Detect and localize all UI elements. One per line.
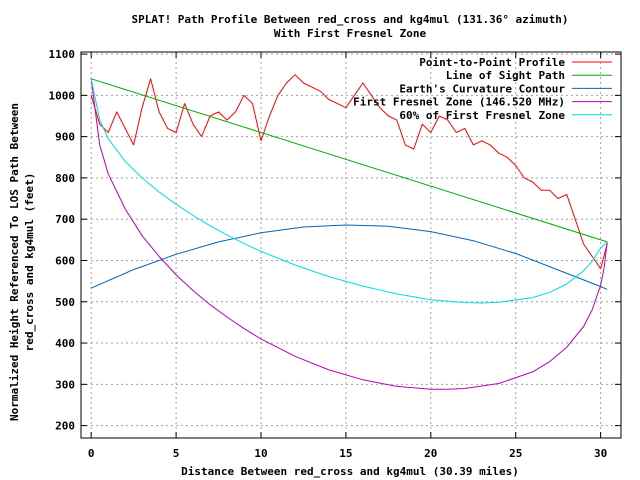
chart-subtitle: With First Fresnel Zone xyxy=(274,27,427,40)
series-layer xyxy=(90,74,608,390)
x-axis-label: Distance Between red_cross and kg4mul (3… xyxy=(181,465,519,478)
plot-border xyxy=(80,51,622,439)
y-tick-label: 700 xyxy=(55,213,75,226)
grid xyxy=(81,52,621,438)
x-tick-label: 30 xyxy=(594,447,607,460)
chart-title: SPLAT! Path Profile Between red_cross an… xyxy=(131,13,568,26)
y-tick-label: 800 xyxy=(55,172,75,185)
x-tick-label: 25 xyxy=(509,447,522,460)
y-tick-label: 900 xyxy=(55,131,75,144)
tick-labels: 0 5 10 15 20 25 30 200 300 400 500 600 700 800 900 1000… xyxy=(49,48,608,460)
legend-label-point-to-point-profile: Point-to-Point Profile xyxy=(419,56,565,69)
y-tick-label: 600 xyxy=(55,254,75,267)
legend-label-line-of-sight-path: Line of Sight Path xyxy=(446,69,565,82)
y-tick-label: 1100 xyxy=(49,48,76,61)
y-tick-label: 400 xyxy=(55,337,75,350)
series-line-earth-s-curvature-contour xyxy=(91,224,608,290)
series-line-60-of-first-fresnel-zone xyxy=(90,78,608,304)
legend-label-60-of-first-fresnel-zone: 60% of First Fresnel Zone xyxy=(399,109,565,122)
legend-label-earth-s-curvature-contour: Earth's Curvature Contour xyxy=(399,82,565,95)
series-line-line-of-sight-path xyxy=(91,78,608,243)
y-tick-label: 1000 xyxy=(49,89,76,102)
series-line-point-to-point-profile xyxy=(90,74,608,270)
legend-label-first-fresnel-zone-146-520-mhz: First Fresnel Zone (146.520 MHz) xyxy=(353,96,565,109)
x-tick-label: 15 xyxy=(339,447,352,460)
y-tick-label: 200 xyxy=(55,420,75,433)
series-line-first-fresnel-zone-146-520-mhz xyxy=(90,78,608,390)
x-tick-label: 0 xyxy=(88,447,95,460)
x-tick-label: 5 xyxy=(173,447,180,460)
x-tick-label: 20 xyxy=(424,447,437,460)
y-axis-label-line2: red_cross and kg4mul (feet) xyxy=(23,173,36,352)
y-axis-label-line1: Normalized Height Referenced To LOS Path… xyxy=(8,103,21,421)
x-tick-label: 10 xyxy=(254,447,267,460)
y-tick-label: 300 xyxy=(55,378,75,391)
y-tick-label: 500 xyxy=(55,296,75,309)
